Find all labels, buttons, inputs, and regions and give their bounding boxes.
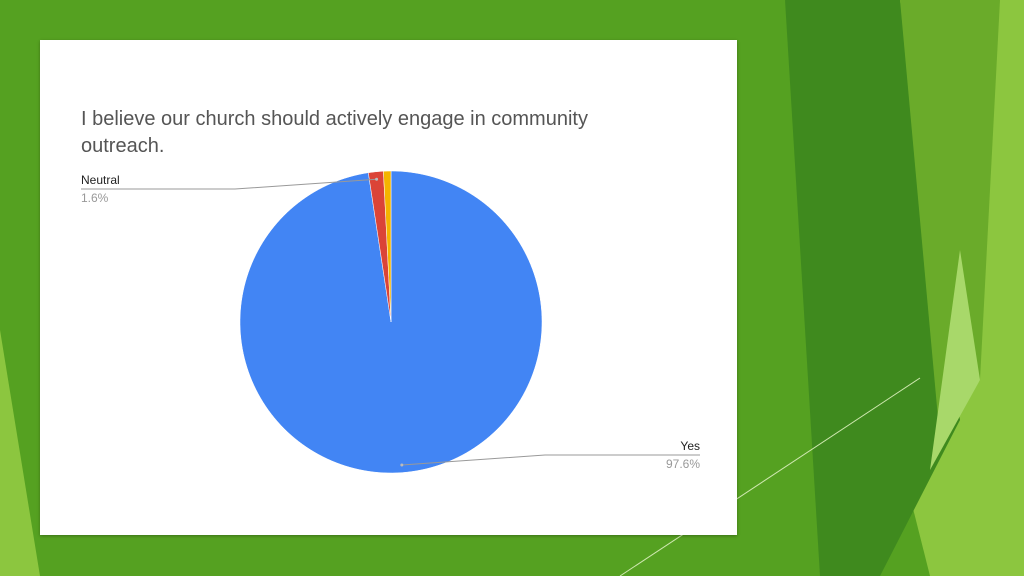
leader-dot [375, 177, 379, 181]
decor-shape [900, 0, 1000, 440]
leader-line [401, 454, 700, 466]
decor-shape [930, 250, 980, 470]
slice-value-label: 1.6% [81, 191, 109, 205]
chart-card: I believe our church should actively eng… [40, 40, 737, 535]
slice-value-label: 97.6% [666, 457, 700, 471]
chart-title: I believe our church should actively eng… [81, 108, 588, 157]
slice-label: Neutral [81, 173, 120, 187]
chart: Yes 97.6% Neutral 1.6% [81, 170, 700, 474]
leader-line [81, 178, 377, 190]
decor-line [619, 377, 921, 576]
pie-slice [383, 170, 392, 323]
slice-label: Yes [680, 439, 700, 453]
leader-dot [400, 463, 404, 467]
decor-shape [0, 330, 40, 576]
